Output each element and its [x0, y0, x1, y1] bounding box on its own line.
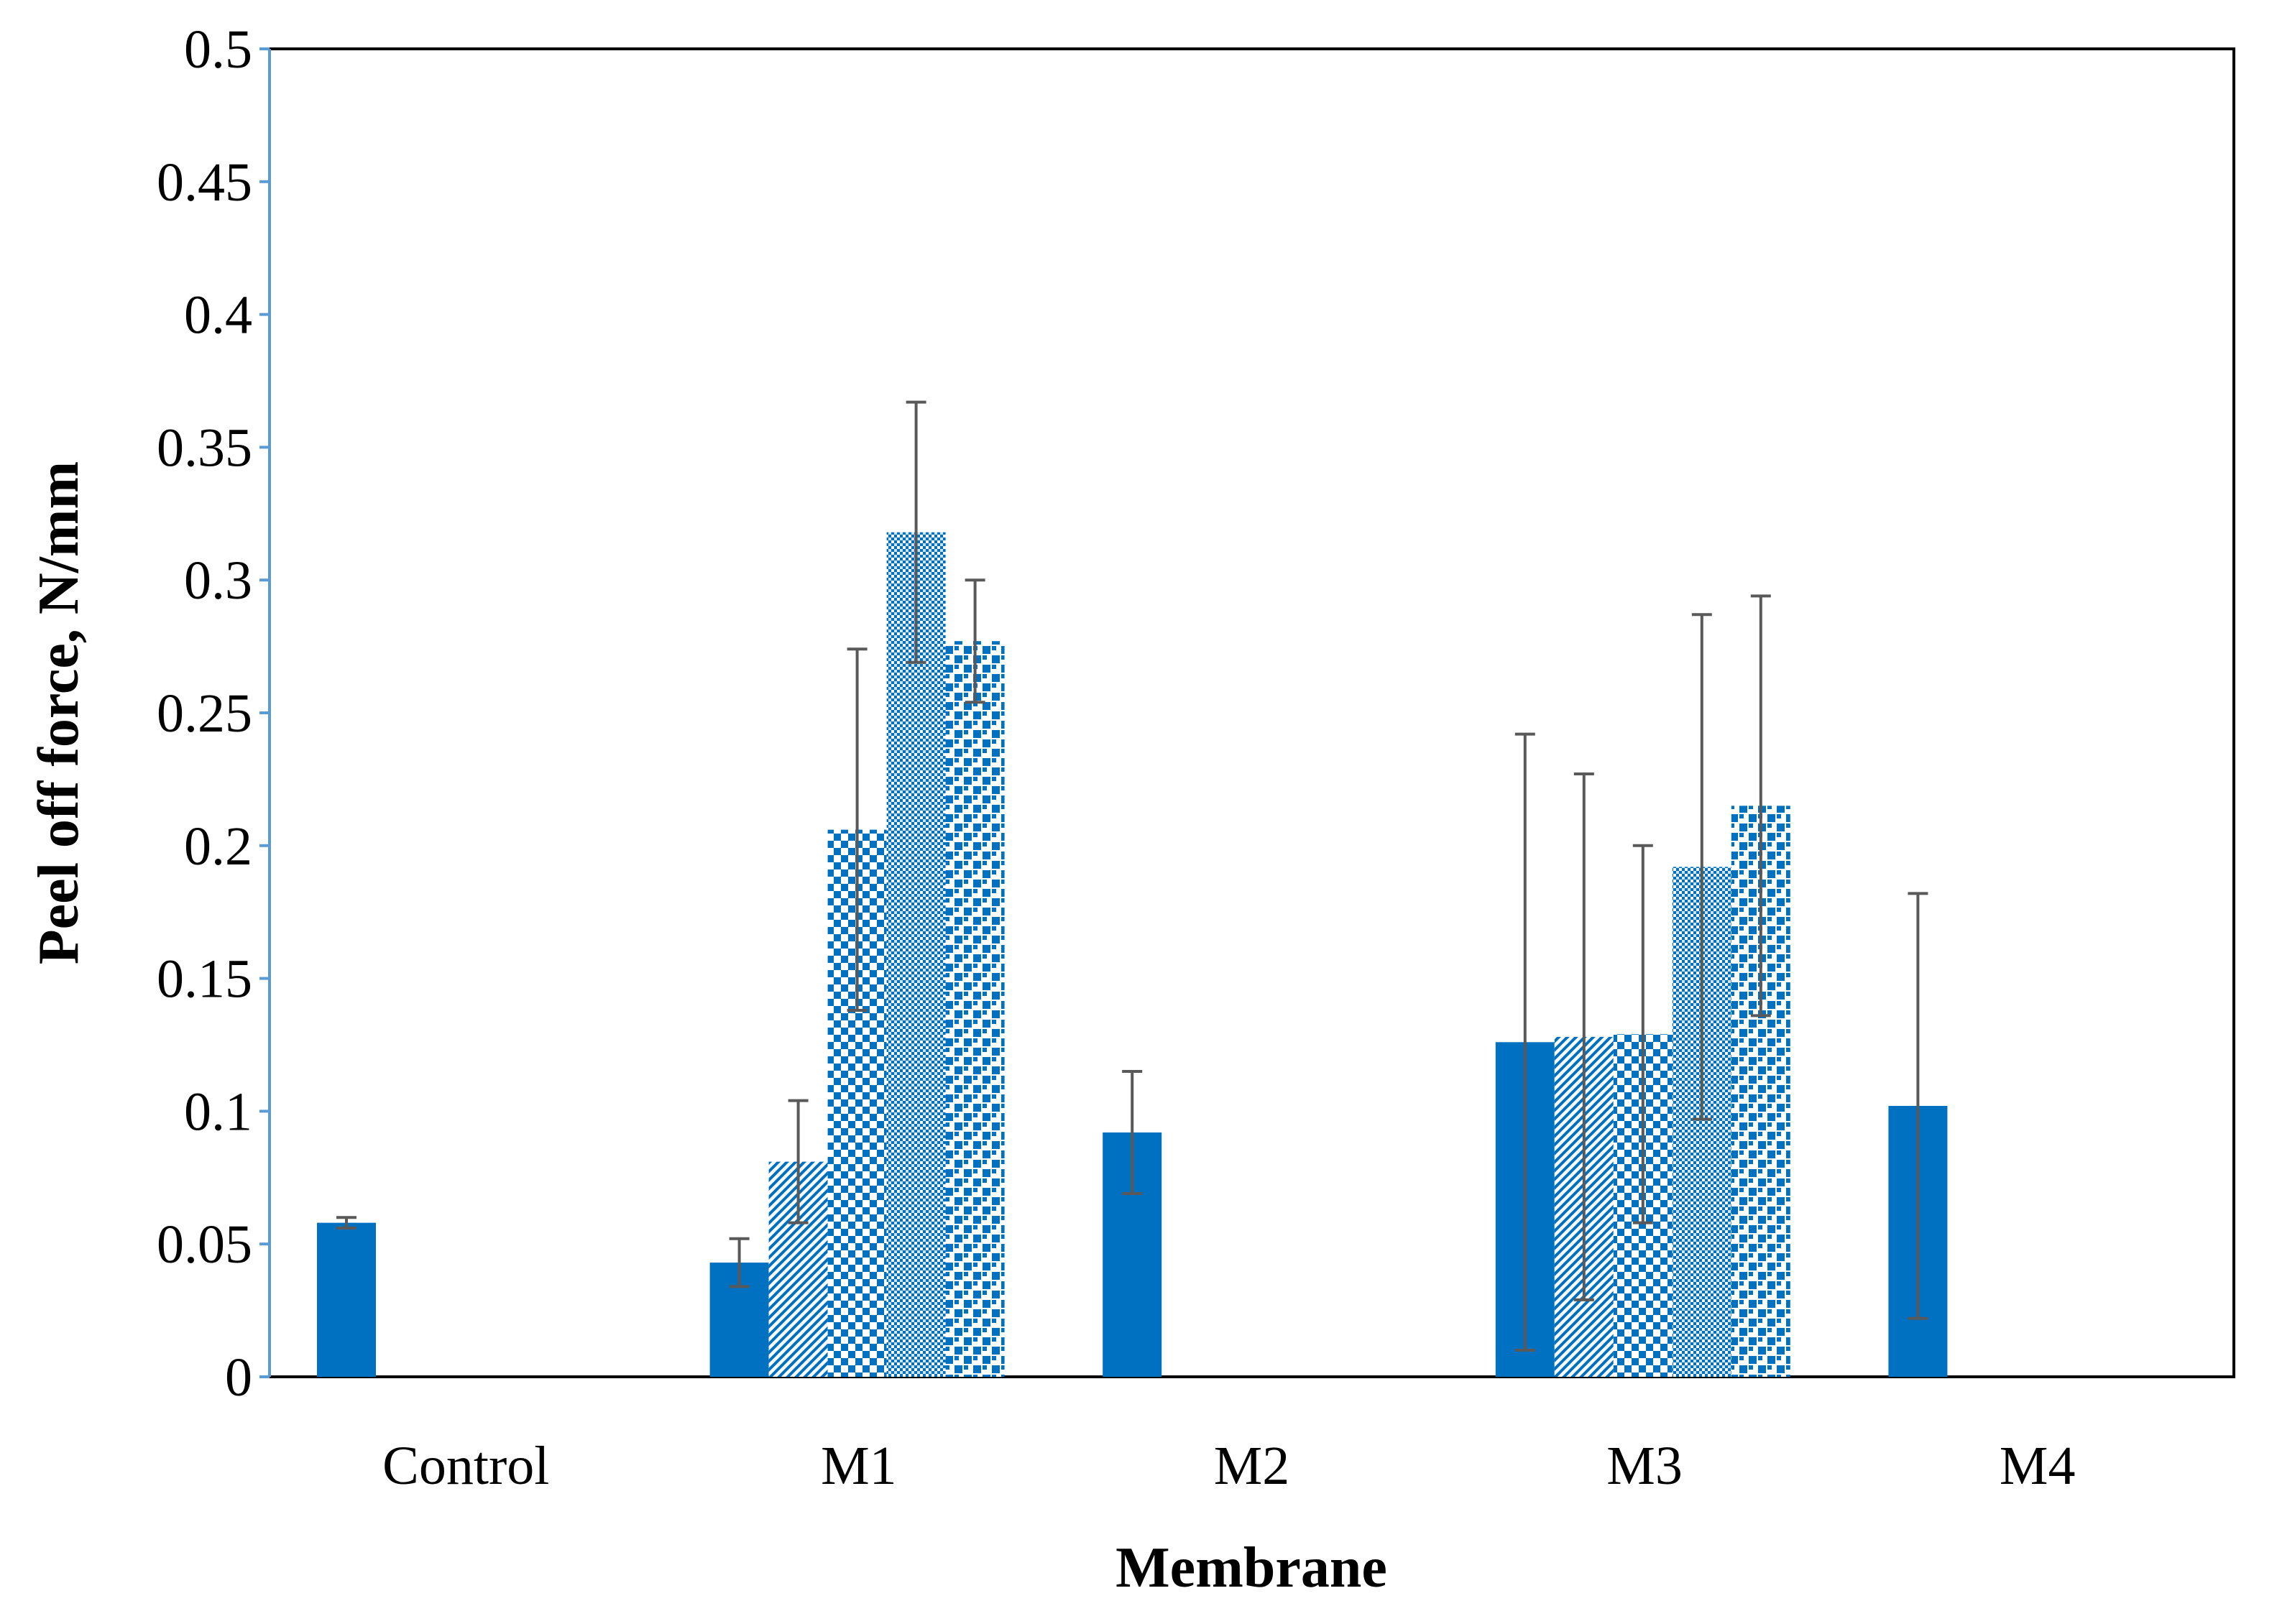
y-tick-label: 0.45: [157, 152, 252, 213]
x-axis-title: Membrane: [1116, 1536, 1387, 1600]
y-tick-label: 0.1: [184, 1081, 252, 1142]
y-tick-label: 0.35: [157, 417, 252, 478]
y-tick-label: 0.2: [184, 816, 252, 877]
bar-m1-series-5: [945, 641, 1005, 1377]
x-tick-label-control: Control: [382, 1436, 549, 1496]
bar-control-series-1: [317, 1222, 376, 1377]
x-tick-label-m1: M1: [821, 1436, 897, 1496]
x-tick-label-m3: M3: [1606, 1436, 1683, 1496]
x-tick-label-m4: M4: [2000, 1436, 2076, 1496]
y-axis-ticks: 0 0.05 0.1 0.15 0.2 0.25 0.3 0.35 0.4 0.45 0.5: [157, 19, 270, 1408]
y-tick-label: 0: [225, 1347, 252, 1408]
y-tick-label: 0.15: [157, 949, 252, 1010]
y-tick-label: 0.05: [157, 1214, 252, 1275]
y-axis-title: Peel off force, N/mm: [27, 461, 91, 964]
x-tick-label-m2: M2: [1214, 1436, 1290, 1496]
x-axis-labels: Control M1 M2 M3 M4: [382, 1436, 2075, 1496]
bar-m1-series-4: [886, 532, 946, 1377]
y-tick-label: 0.5: [184, 19, 252, 80]
y-tick-label: 0.4: [184, 285, 252, 346]
error-bars-group: [336, 400, 1928, 1352]
y-tick-label: 0.25: [157, 683, 252, 744]
y-tick-label: 0.3: [184, 550, 252, 611]
